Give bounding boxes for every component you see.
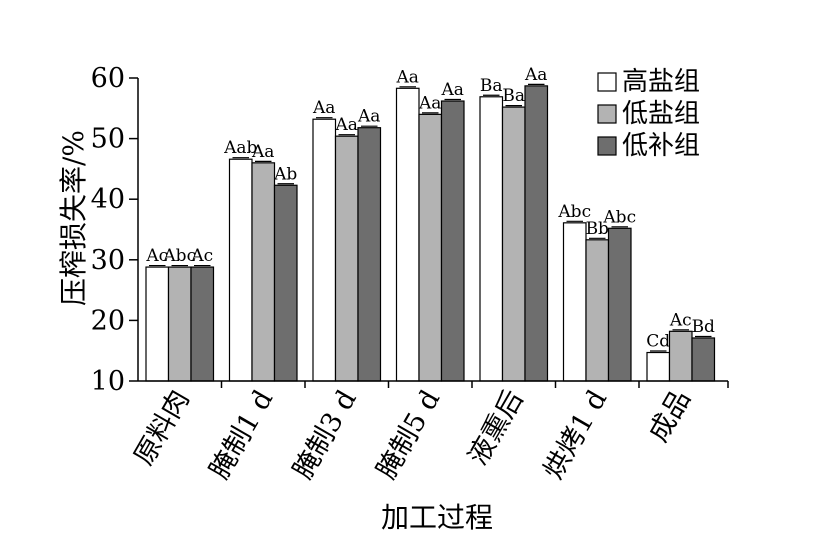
legend-swatch (597, 136, 617, 156)
legend-label: 低盐组 (622, 99, 700, 129)
data-label: Abc (602, 207, 636, 227)
bar-1-6 (562, 222, 587, 382)
data-label: Aa (418, 93, 441, 113)
bar-2-6 (585, 239, 610, 382)
data-label: Bd (692, 317, 715, 337)
x-axis-label: 加工过程 (381, 501, 493, 534)
bar-2-2 (251, 162, 276, 382)
bar-3-2 (273, 184, 298, 382)
y-tick-label: 20 (91, 305, 125, 336)
bar-2-5 (501, 106, 526, 382)
legend-label: 低补组 (622, 131, 700, 161)
data-label: Ba (502, 86, 525, 106)
data-label: Aa (251, 142, 274, 162)
data-label: Ac (190, 246, 213, 266)
data-label: Aa (441, 80, 464, 100)
x-tick-label: 液熏后 (462, 385, 529, 471)
bar-3-7 (691, 337, 716, 382)
bar-1-4 (395, 87, 420, 382)
data-label: Abc (557, 202, 591, 222)
data-label: Ba (480, 76, 503, 96)
data-label: Ab (273, 164, 297, 184)
data-label: Abc (162, 246, 196, 266)
data-label: Ac (145, 246, 168, 266)
data-label: Bb (586, 219, 609, 239)
bar-2-3 (334, 135, 359, 382)
data-label: Aa (335, 115, 358, 135)
data-label: Aa (312, 98, 335, 118)
bar-1-2 (228, 158, 253, 382)
y-axis-label: 压榨损失率/% (57, 130, 90, 306)
bar-2-7 (668, 330, 693, 382)
bar-3-6 (607, 227, 632, 382)
bar-1-1 (145, 266, 170, 382)
x-tick-label: 腌制1 d (204, 385, 279, 485)
y-tick-label: 50 (91, 124, 125, 155)
y-tick-label: 60 (91, 63, 125, 94)
x-tick-label: 成品 (643, 385, 697, 447)
x-tick-label: 腌制5 d (371, 385, 446, 485)
bar-1-7 (646, 351, 671, 382)
x-tick-label: 原料肉 (128, 385, 195, 471)
x-tick-label: 烘烤1 d (538, 385, 613, 485)
bar-2-4 (418, 113, 443, 382)
bar-3-3 (357, 127, 382, 382)
y-tick-label: 10 (91, 366, 125, 397)
data-label: Aa (396, 67, 419, 87)
data-label: Cd (646, 332, 670, 352)
legend-swatch (597, 104, 617, 124)
bar-1-3 (312, 118, 337, 382)
legend-swatch (597, 72, 617, 92)
data-label: Aab (223, 138, 257, 158)
bar-3-1 (190, 266, 215, 382)
data-label: Aa (357, 107, 380, 127)
data-label: Ac (669, 310, 692, 330)
bar-3-5 (524, 85, 549, 382)
x-tick-label: 腌制3 d (287, 385, 362, 485)
data-label: Aa (524, 65, 547, 85)
y-tick-label: 30 (91, 245, 125, 276)
bar-3-4 (440, 100, 465, 382)
bar-2-1 (167, 266, 192, 382)
axes-layer (129, 77, 729, 388)
legend-label: 高盐组 (622, 67, 700, 97)
y-tick-label: 40 (91, 184, 125, 215)
bar-1-5 (479, 96, 504, 382)
